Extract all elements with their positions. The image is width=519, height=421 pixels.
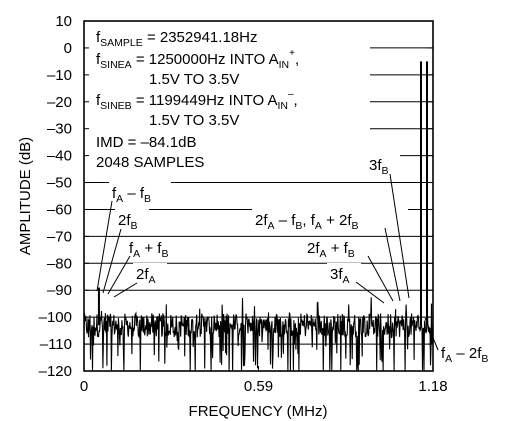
y-tick-label: –40 xyxy=(47,148,72,165)
y-tick-label: –110 xyxy=(40,336,72,353)
info-sample-count: 2048 SAMPLES xyxy=(96,154,204,171)
y-tick-labels: 10 0 –10 –20 –30 –40 –50 –60 –70 –80 –90 –100 –110 –1… xyxy=(39,13,72,380)
annotation-leader-lines xyxy=(96,173,439,351)
signal-peaks xyxy=(97,61,428,326)
label-3fa: 3fA xyxy=(330,266,350,286)
x-tick-labels: 0 0.59 1.18 xyxy=(80,378,448,395)
y-tick-label: –70 xyxy=(47,228,72,245)
x-tick-label: 1.18 xyxy=(418,378,447,395)
y-tick-label: –80 xyxy=(47,255,72,272)
label-fa-minus-2fb: fA – 2fB xyxy=(441,345,488,365)
axis-ticks xyxy=(83,20,434,372)
y-tick-label: –90 xyxy=(47,282,72,299)
y-tick-label: –10 xyxy=(47,67,72,84)
label-fa-plus-fb: fA + fB xyxy=(129,240,168,260)
x-tick-label: 0.59 xyxy=(244,378,273,395)
y-tick-label: –50 xyxy=(47,175,72,192)
noise-floor-trace xyxy=(84,297,433,371)
label-3fb: 3fB xyxy=(369,157,389,177)
label-2fa-left: 2fA xyxy=(136,266,156,286)
info-sine-a-range: 1.5V TO 3.5V xyxy=(149,71,239,88)
label-2fb-left: 2fB xyxy=(118,212,138,232)
y-tick-label: 0 xyxy=(64,40,72,57)
label-2fa-minus-fb-fa-plus-2fb: 2fA – fB, fA + 2fB xyxy=(255,212,359,232)
noise-trace xyxy=(84,297,433,371)
info-sine-b: fSINEB = 1199449Hz INTO AIN–, xyxy=(96,89,298,112)
y-tick-label: –100 xyxy=(39,309,72,326)
y-tick-label: –30 xyxy=(47,121,72,138)
info-block: fSAMPLE = 2352941.18Hz fSINEA = 1250000H… xyxy=(96,29,299,171)
x-tick-label: 0 xyxy=(80,378,88,395)
info-sine-a: fSINEA = 1250000Hz INTO AIN+, xyxy=(96,48,299,71)
info-sine-b-range: 1.5V TO 3.5V xyxy=(149,112,239,129)
info-background xyxy=(85,22,370,179)
y-tick-label: –60 xyxy=(47,201,72,218)
x-axis-title: FREQUENCY (MHz) xyxy=(189,403,328,420)
label-2fa-plus-fb: 2fA + fB xyxy=(307,240,355,260)
y-axis-title: AMPLITUDE (dB) xyxy=(17,137,34,255)
y-tick-label: 10 xyxy=(55,13,72,30)
annotations: fA – fB 2fB fA + fB 2fA 3fB 2fA – fB, fA… xyxy=(112,157,488,365)
info-imd: IMD = –84.1dB xyxy=(96,134,196,151)
info-sample-rate: fSAMPLE = 2352941.18Hz xyxy=(96,29,257,49)
y-tick-label: –20 xyxy=(47,94,72,111)
label-fa-minus-fb: fA – fB xyxy=(112,185,151,205)
y-tick-label: –120 xyxy=(39,363,72,380)
